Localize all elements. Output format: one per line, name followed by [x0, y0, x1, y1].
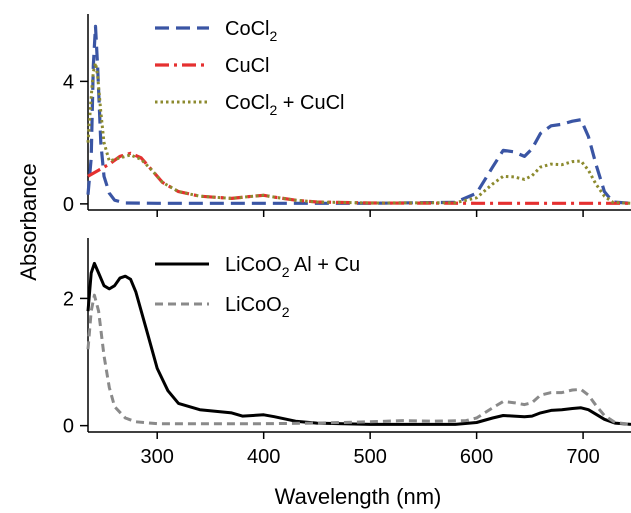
legend-entry-licoo2: LiCoO2	[155, 294, 290, 320]
series-line-cucl	[87, 151, 631, 205]
legend-label: LiCoO2	[225, 294, 290, 320]
y-tick-label: 0	[63, 194, 74, 216]
series-line-cocl2-cucl	[86, 61, 631, 205]
legend-entry-cucl: CuCl	[155, 55, 269, 77]
legend-label: CuCl	[225, 55, 269, 77]
series-line-licoo2-al-cu	[86, 261, 631, 426]
x-axis-title: Wavelength (nm)	[275, 484, 442, 509]
panel-bottom: 0 2 300 400 500 600 700 LiCoO2 Al + Cu LiCoO2	[63, 238, 631, 468]
y-tick-label: 2	[63, 288, 74, 310]
legend-label: CoCl2	[225, 18, 277, 44]
legend-entry-cocl2-cucl: CoCl2 + CuCl	[155, 92, 345, 118]
y-axis-title: Absorbance	[16, 163, 41, 280]
x-tick-label: 500	[353, 446, 386, 468]
x-tick-label: 600	[460, 446, 493, 468]
y-tick-label: 4	[63, 71, 74, 93]
x-tick-label: 400	[247, 446, 280, 468]
x-tick-label: 700	[566, 446, 599, 468]
legend-label: CoCl2 + CuCl	[225, 92, 345, 118]
y-tick-label: 0	[63, 416, 74, 438]
legend-label: LiCoO2 Al + Cu	[225, 254, 360, 280]
legend-entry-licoo2-al-cu: LiCoO2 Al + Cu	[155, 254, 360, 280]
x-tick-label: 300	[141, 446, 174, 468]
panel-top: 0 4 CoCl2 CuCl CoCl2 + CuCl	[63, 14, 631, 217]
series-line-licoo2	[86, 293, 631, 426]
legend-entry-cocl2: CoCl2	[155, 18, 277, 44]
series-line-cocl2	[86, 24, 631, 205]
